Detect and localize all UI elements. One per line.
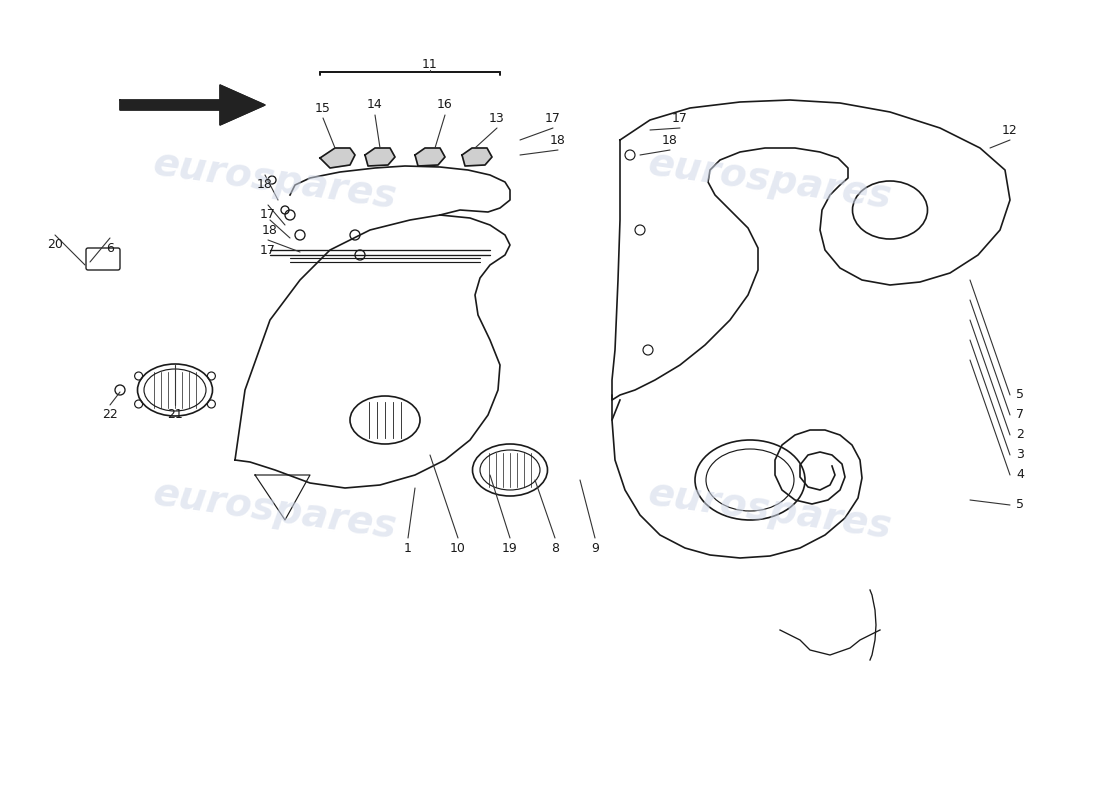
Text: 10: 10 — [450, 542, 466, 554]
Text: 5: 5 — [1016, 389, 1024, 402]
Polygon shape — [415, 148, 446, 166]
Text: 17: 17 — [672, 111, 688, 125]
Text: 6: 6 — [106, 242, 114, 254]
Text: 21: 21 — [167, 409, 183, 422]
Text: 11: 11 — [422, 58, 438, 71]
Text: eurospares: eurospares — [646, 144, 894, 216]
Text: 8: 8 — [551, 542, 559, 554]
Text: 7: 7 — [1016, 409, 1024, 422]
Text: 1: 1 — [404, 542, 411, 554]
Text: 9: 9 — [591, 542, 598, 554]
Text: 13: 13 — [490, 111, 505, 125]
Text: 18: 18 — [257, 178, 273, 191]
Text: 2: 2 — [1016, 429, 1024, 442]
Text: 18: 18 — [662, 134, 678, 146]
Text: 18: 18 — [550, 134, 565, 146]
Polygon shape — [365, 148, 395, 166]
Text: 19: 19 — [502, 542, 518, 554]
Text: eurospares: eurospares — [151, 474, 399, 546]
Text: 17: 17 — [260, 243, 276, 257]
Polygon shape — [462, 148, 492, 166]
Text: 15: 15 — [315, 102, 331, 114]
Text: 18: 18 — [262, 223, 278, 237]
Text: 12: 12 — [1002, 123, 1018, 137]
Text: 20: 20 — [47, 238, 63, 251]
Text: eurospares: eurospares — [646, 474, 894, 546]
Text: eurospares: eurospares — [151, 144, 399, 216]
Text: 22: 22 — [102, 409, 118, 422]
Text: 5: 5 — [1016, 498, 1024, 511]
Text: 14: 14 — [367, 98, 383, 111]
Text: 17: 17 — [260, 209, 276, 222]
Polygon shape — [120, 85, 265, 125]
Text: 16: 16 — [437, 98, 453, 111]
Text: 4: 4 — [1016, 469, 1024, 482]
Text: 3: 3 — [1016, 449, 1024, 462]
Text: 17: 17 — [546, 111, 561, 125]
Polygon shape — [320, 148, 355, 168]
